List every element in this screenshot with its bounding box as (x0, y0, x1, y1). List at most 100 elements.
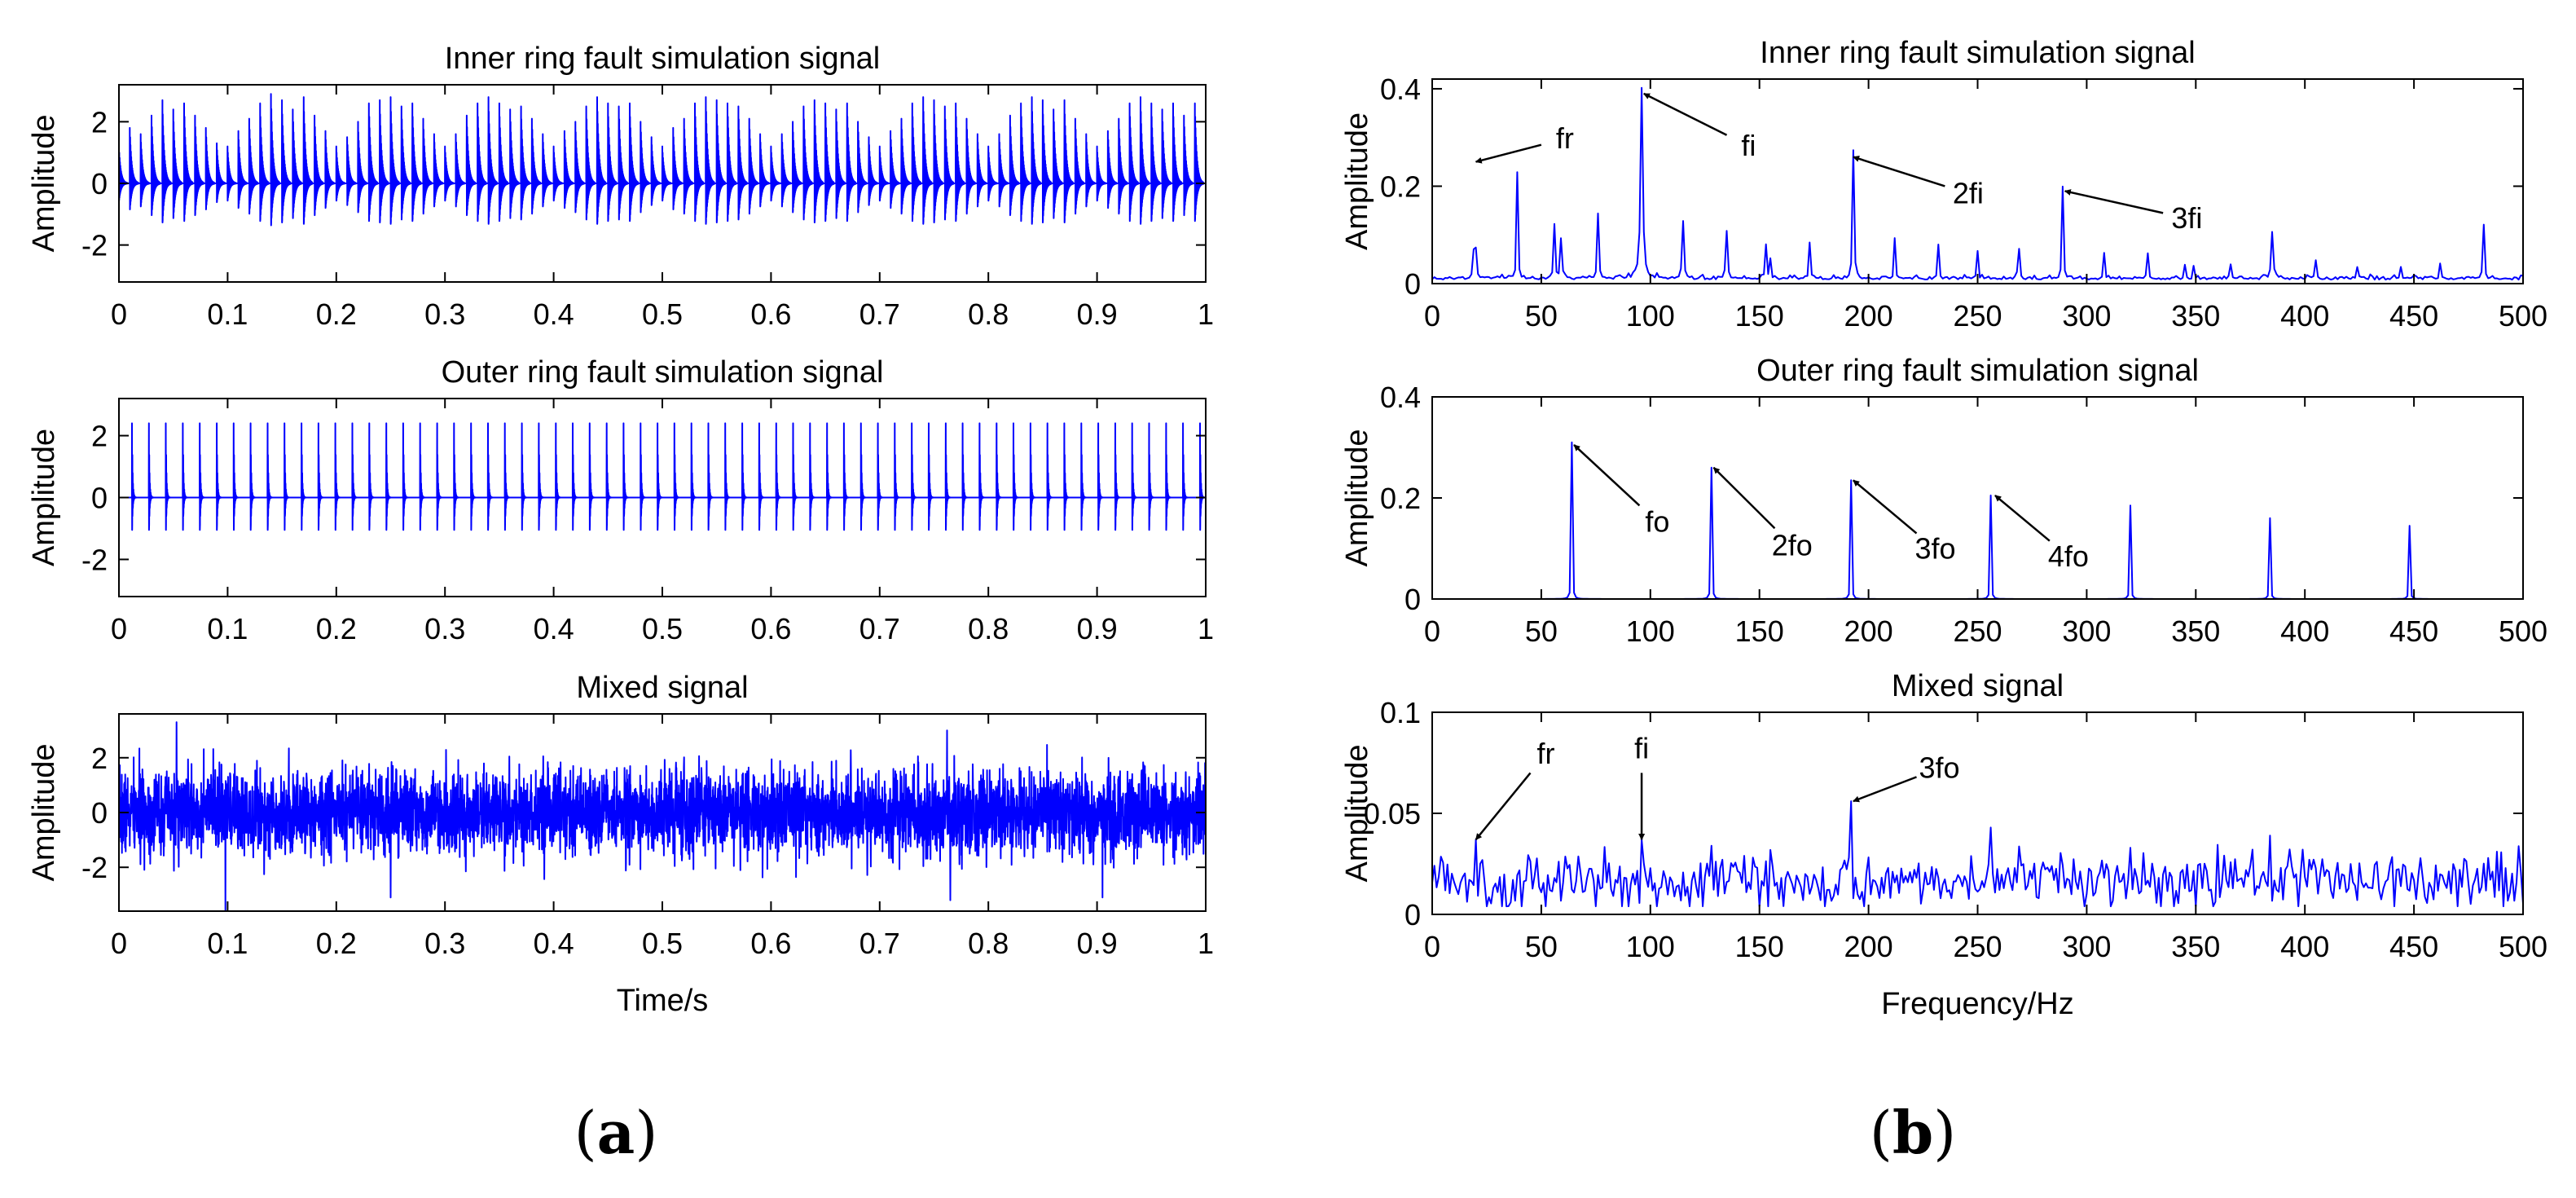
x-tick-label: 0.6 (750, 612, 791, 645)
x-tick-label: 0.9 (1077, 297, 1118, 331)
panel-label-a: (a) (574, 1098, 658, 1167)
x-tick-label: 0.3 (424, 612, 465, 645)
chart-title: Mixed signal (1892, 669, 2064, 703)
x-tick-label: 0.7 (859, 927, 900, 960)
x-axis-label: Time/s (617, 984, 709, 1018)
annotation-label: 3fo (1914, 532, 1955, 566)
x-tick-label: 50 (1525, 299, 1558, 333)
annotation-label: fo (1645, 505, 1669, 539)
chart-title: Mixed signal (576, 671, 748, 705)
y-axis-label: Amplitude (27, 115, 61, 253)
annotation-label: fi (1634, 731, 1649, 764)
x-tick-label: 0.4 (534, 297, 574, 331)
annotation-arrow (1994, 494, 2051, 542)
x-tick-label: 1 (1198, 927, 1214, 960)
signal-line (118, 422, 1207, 531)
x-tick-label: 0.2 (316, 297, 357, 331)
x-tick-label: 500 (2499, 614, 2547, 648)
x-tick-label: 0.9 (1077, 927, 1118, 960)
annotation-label: fr (1537, 737, 1555, 770)
x-tick-label: 350 (2171, 930, 2220, 963)
annotation-arrow (1643, 92, 1728, 136)
chart-a-0: Inner ring fault simulation signal Amplit… (27, 42, 1214, 331)
y-tick-label: 0.05 (1364, 797, 1421, 830)
x-tick-label: 0.8 (968, 297, 1009, 331)
x-tick-label: 0.1 (207, 612, 248, 645)
signal-line (1431, 86, 2524, 281)
x-tick-label: 0.3 (424, 297, 465, 331)
annotation-arrow (2064, 189, 2164, 214)
x-tick-label: 400 (2280, 299, 2329, 333)
x-tick-label: 0.6 (750, 927, 791, 960)
y-tick-label: 2 (91, 742, 108, 775)
x-tick-label: 0.8 (968, 927, 1009, 960)
chart-title: Inner ring fault simulation signal (445, 42, 880, 76)
annotation-arrow (1853, 155, 1945, 187)
x-tick-label: 0 (111, 612, 127, 645)
y-tick-label: 0 (91, 167, 108, 200)
y-tick-label: -2 (81, 229, 108, 262)
charts-layer: Inner ring fault simulation signal Amplit… (27, 36, 2547, 1021)
annotation-label: 2fo (1772, 528, 1813, 562)
annotation-arrow (1475, 772, 1532, 841)
x-tick-label: 450 (2389, 614, 2438, 648)
x-tick-label: 450 (2389, 930, 2438, 963)
x-tick-label: 0.3 (424, 927, 465, 960)
plot-frame (1431, 711, 2524, 915)
annotation-label: 3fi (2171, 201, 2202, 235)
x-tick-label: 0 (1424, 299, 1440, 333)
y-tick-label: 2 (91, 105, 108, 139)
chart-a-2: Mixed signal Amplitude Time/s 0 0.1 0.2 0.3 0.4… (27, 671, 1214, 1018)
x-tick-label: 400 (2280, 614, 2329, 648)
x-tick-label: 0.9 (1077, 612, 1118, 645)
annotation-label: fi (1741, 129, 1756, 162)
y-tick-label: 0.2 (1380, 482, 1421, 515)
x-tick-label: 0.4 (534, 612, 574, 645)
y-tick-label: 0.4 (1380, 73, 1421, 106)
x-tick-label: 200 (1844, 930, 1893, 963)
y-tick-label: 0.4 (1380, 381, 1421, 414)
annotation-label: 2fi (1953, 177, 1984, 210)
chart-title: Outer ring fault simulation signal (1756, 354, 2199, 388)
annotation-arrow (1573, 443, 1641, 507)
x-tick-label: 500 (2499, 299, 2547, 333)
x-tick-label: 200 (1844, 299, 1893, 333)
x-tick-label: 0 (111, 927, 127, 960)
chart-b-4: Outer ring fault simulation signal Amplit… (1340, 354, 2547, 648)
y-tick-label: 0.2 (1380, 170, 1421, 203)
chart-b-3: Inner ring fault simulation signal Amplit… (1340, 36, 2547, 333)
x-tick-label: 0 (111, 297, 127, 331)
x-tick-label: 0.6 (750, 297, 791, 331)
x-tick-label: 300 (2062, 930, 2111, 963)
x-tick-label: 0.5 (642, 927, 683, 960)
chart-b-5: Mixed signal Amplitude Frequency/Hz 0 50 100 1… (1340, 669, 2547, 1021)
x-tick-label: 350 (2171, 614, 2220, 648)
signal-line (118, 93, 1207, 227)
annotation-arrow (1853, 776, 1917, 803)
annotation-label: fr (1556, 121, 1574, 155)
annotation-arrow (1475, 143, 1542, 164)
annotation-label: 4fo (2048, 540, 2089, 573)
y-tick-label: 0 (91, 796, 108, 830)
chart-a-1: Outer ring fault simulation signal Amplit… (27, 355, 1214, 645)
annotation-label: 3fo (1919, 751, 1960, 785)
x-tick-label: 0.7 (859, 297, 900, 331)
x-tick-label: 250 (1953, 930, 2002, 963)
x-tick-label: 350 (2171, 299, 2220, 333)
x-tick-label: 50 (1525, 614, 1558, 648)
x-tick-label: 300 (2062, 299, 2111, 333)
y-tick-label: 0 (1404, 583, 1421, 616)
y-axis-label: Amplitude (27, 429, 61, 566)
y-axis-label: Amplitude (1340, 429, 1374, 567)
x-tick-label: 250 (1953, 299, 2002, 333)
x-tick-label: 0.5 (642, 612, 683, 645)
y-axis-label: Amplitude (1340, 745, 1374, 883)
y-tick-label: 0 (1404, 898, 1421, 932)
x-tick-label: 150 (1735, 614, 1784, 648)
x-tick-label: 0.1 (207, 297, 248, 331)
signal-line (1431, 800, 2524, 908)
chart-title: Inner ring fault simulation signal (1760, 36, 2195, 70)
x-tick-label: 1 (1198, 612, 1214, 645)
x-tick-label: 0.8 (968, 612, 1009, 645)
